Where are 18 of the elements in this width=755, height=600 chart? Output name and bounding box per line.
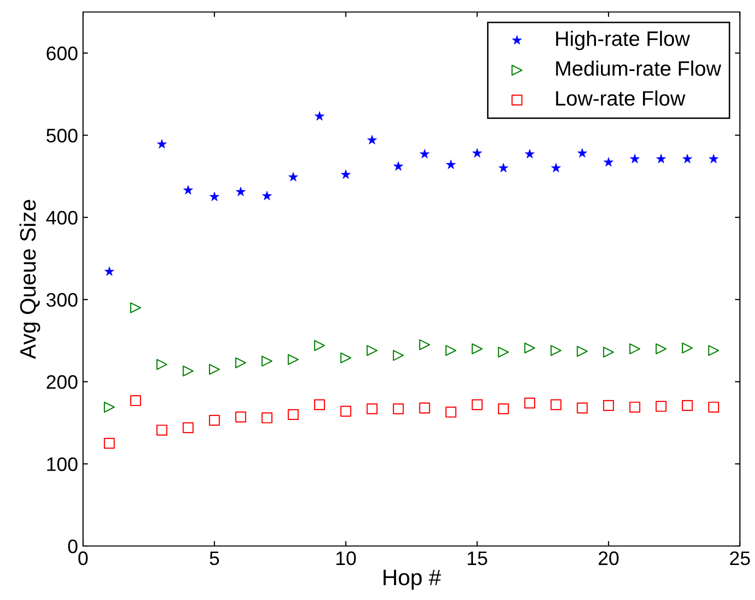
y-axis-title: Avg Queue Size (19, 200, 40, 360)
legend-label: High-rate Flow (556, 30, 690, 50)
y-tick-label: 200 (46, 375, 78, 389)
x-tick-label: 15 (468, 552, 488, 566)
legend-label: Low-rate Flow (556, 90, 686, 106)
x-tick-label: 25 (730, 551, 750, 566)
x-tick-label: 5 (210, 552, 220, 566)
legend-label: Medium-rate Flow (556, 60, 722, 76)
y-tick-label: 300 (46, 293, 78, 307)
y-tick-label: 600 (46, 46, 78, 60)
x-tick-label: 0 (78, 551, 88, 566)
x-tick-label: 20 (598, 551, 619, 566)
x-axis-title: Hop # (384, 570, 442, 590)
y-tick-label: 100 (47, 457, 78, 472)
y-tick-label: 500 (46, 128, 78, 142)
y-tick-label: 400 (46, 210, 78, 225)
x-tick-label: 10 (336, 551, 356, 566)
y-tick-label: 0 (68, 539, 78, 554)
